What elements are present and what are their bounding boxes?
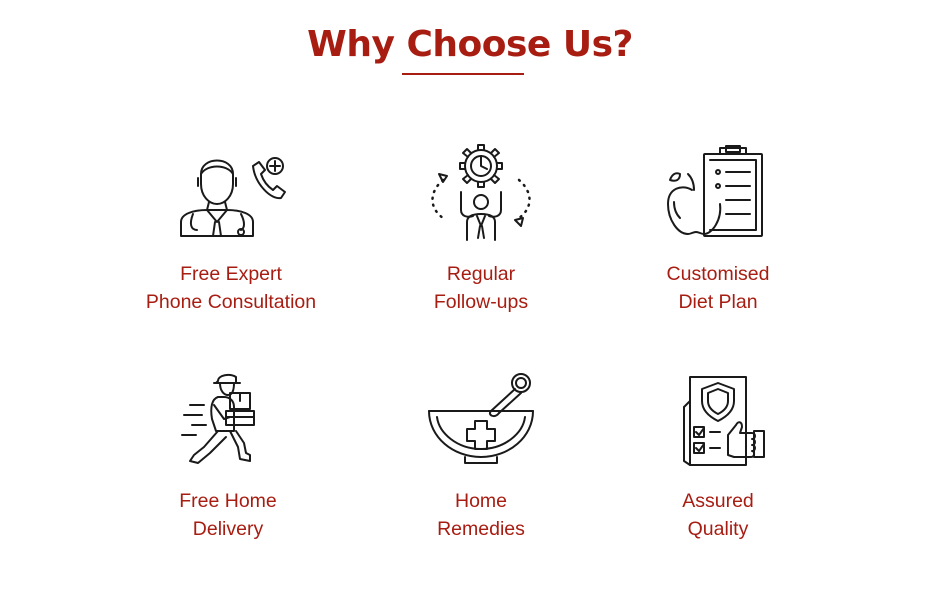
feature-label: Free Home Delivery — [179, 490, 277, 540]
gear-follow-up-icon — [431, 144, 531, 241]
feature-diet-plan: Customised Diet Plan — [598, 144, 838, 316]
feature-follow-ups: Regular Follow-ups — [361, 144, 601, 316]
diet-clipboard-icon — [667, 145, 763, 237]
mortar-pestle-icon — [428, 373, 534, 464]
feature-assured-quality: Assured Quality — [598, 371, 838, 543]
delivery-man-icon — [181, 373, 255, 464]
title-underline — [402, 73, 524, 75]
feature-phone-consultation: Free Expert Phone Consultation — [111, 144, 351, 316]
feature-label: Customised Diet Plan — [666, 263, 770, 313]
feature-home-remedies: Home Remedies — [361, 371, 601, 543]
page-title: Why Choose Us? — [307, 24, 633, 65]
quality-checklist-icon — [683, 376, 765, 466]
feature-label: Assured Quality — [682, 490, 754, 540]
doctor-phone-icon — [180, 157, 286, 237]
feature-label: Home Remedies — [437, 490, 525, 540]
feature-label: Free Expert Phone Consultation — [145, 263, 317, 313]
feature-label: Regular Follow-ups — [433, 263, 529, 313]
feature-home-delivery: Free Home Delivery — [108, 371, 348, 543]
